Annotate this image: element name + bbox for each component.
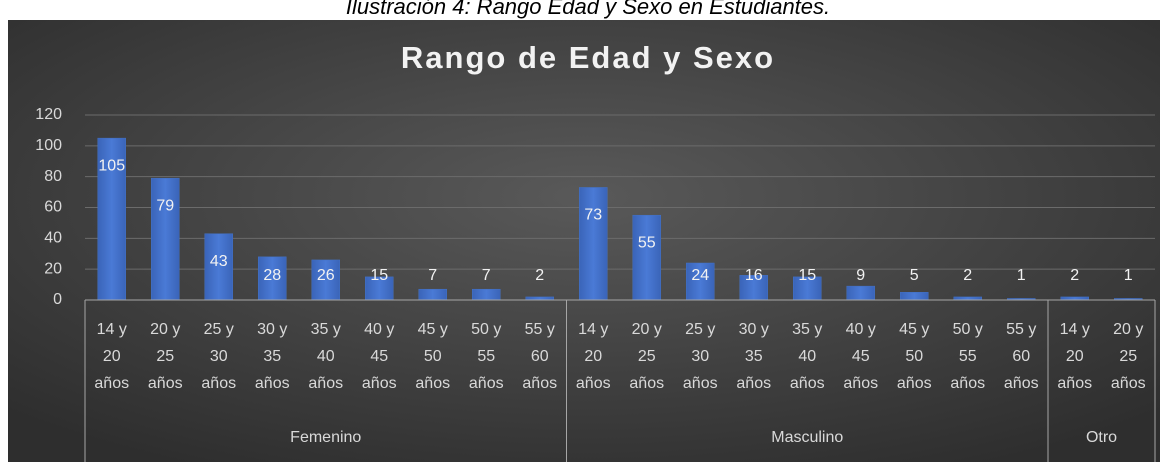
y-tick-label: 120	[35, 106, 62, 123]
bar	[204, 233, 233, 301]
data-label: 79	[156, 197, 174, 214]
x-tick-label: 20 y 25 años	[147, 321, 183, 392]
data-label: 26	[317, 267, 335, 284]
bar	[632, 214, 661, 301]
data-label: 43	[210, 253, 228, 270]
x-tick-label: 25 y 30 años	[682, 321, 718, 392]
x-tick-label: 25 y 30 años	[201, 321, 237, 392]
data-label: 105	[98, 157, 125, 174]
x-tick-label: 20 y 25 años	[629, 321, 665, 392]
x-tick-label: 50 y 55 años	[950, 321, 986, 392]
data-label: 73	[584, 207, 602, 224]
data-label: 2	[1070, 267, 1079, 284]
chart-title: Rango de Edad y Sexo	[401, 40, 775, 75]
x-tick-label: 14 y 20 años	[1057, 321, 1093, 392]
x-tick-label: 50 y 55 años	[468, 321, 504, 392]
x-tick-label: 14 y 20 años	[94, 321, 130, 392]
bar	[900, 292, 929, 301]
data-label: 15	[798, 267, 816, 284]
data-label: 9	[856, 267, 865, 284]
group-label: Masculino	[771, 429, 843, 446]
x-tick-label: 35 y 40 años	[789, 321, 825, 392]
y-tick-label: 100	[35, 137, 62, 154]
bar	[311, 259, 340, 301]
data-label: 16	[745, 267, 763, 284]
y-tick-label: 40	[44, 230, 62, 247]
x-tick-label: 30 y 35 años	[254, 321, 290, 392]
bar	[418, 288, 447, 301]
y-tick-label: 20	[44, 260, 62, 277]
bar	[739, 275, 768, 301]
data-label: 1	[1017, 267, 1026, 284]
caption: Ilustración 4: Rango Edad y Sexo en Estu…	[346, 0, 830, 19]
data-label: 5	[910, 267, 919, 284]
data-label: 2	[963, 267, 972, 284]
x-tick-label: 20 y 25 años	[1110, 321, 1146, 392]
x-tick-label: 55 y 60 años	[522, 321, 558, 392]
data-label: 15	[370, 267, 388, 284]
bar	[846, 285, 875, 301]
group-label: Femenino	[290, 429, 361, 446]
x-tick-label: 45 y 50 años	[896, 321, 932, 392]
data-label: 55	[638, 234, 656, 251]
bar	[686, 262, 715, 301]
data-label: 2	[535, 267, 544, 284]
data-label: 7	[428, 267, 437, 284]
x-tick-label: 40 y 45 años	[843, 321, 879, 392]
x-tick-label: 55 y 60 años	[1003, 321, 1039, 392]
bar	[151, 177, 180, 301]
data-label: 28	[263, 267, 281, 284]
y-tick-label: 60	[44, 199, 62, 216]
bar	[579, 187, 608, 301]
bar	[472, 288, 501, 301]
y-tick-label: 0	[53, 291, 62, 308]
data-label: 1	[1124, 267, 1133, 284]
x-tick-label: 30 y 35 años	[736, 321, 772, 392]
x-tick-label: 35 y 40 años	[308, 321, 344, 392]
data-label: 24	[691, 267, 709, 284]
data-label: 7	[482, 267, 491, 284]
x-tick-label: 40 y 45 años	[361, 321, 397, 392]
bar	[258, 256, 287, 301]
y-tick-label: 80	[44, 168, 62, 185]
x-tick-label: 45 y 50 años	[415, 321, 451, 392]
group-label: Otro	[1086, 429, 1117, 446]
x-tick-label: 14 y 20 años	[575, 321, 611, 392]
